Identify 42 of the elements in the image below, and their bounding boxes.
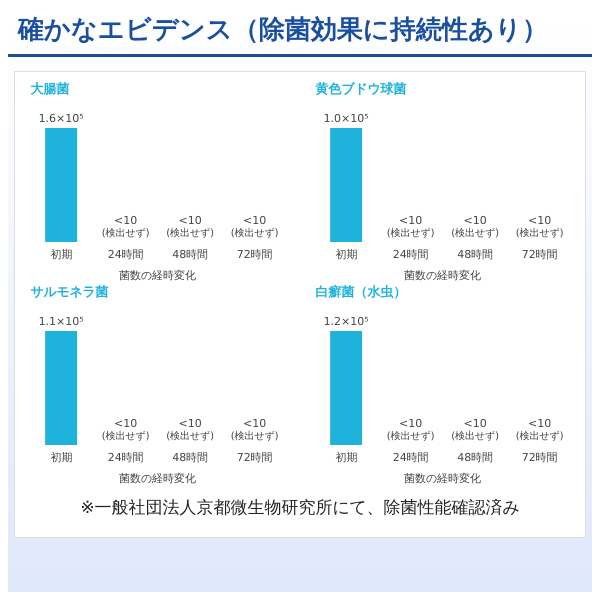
- chart-title: 黄色ブドウ球菌: [314, 80, 408, 98]
- x-tick-label: 48時間: [172, 450, 208, 464]
- x-axis-title: 菌数の経時変化: [403, 268, 482, 283]
- x-tick-label: 24時間: [107, 450, 144, 464]
- x-axis-title: 菌数の経時変化: [118, 470, 197, 486]
- x-tick-label: 48時間: [456, 450, 493, 464]
- data-label: <10 (検出せず): [386, 416, 434, 442]
- data-label: <10 (検出せず): [515, 214, 564, 239]
- x-tick-label: 48時間: [172, 248, 208, 261]
- text: ※一般社団法人京都微生物研究所にて、除菌性能確認済み: [79, 496, 521, 520]
- x-tick-label: 初期: [50, 248, 72, 261]
- x-tick-label: 48時間: [456, 248, 493, 261]
- data-label: <10 (検出せず): [450, 214, 499, 239]
- data-label: 1.0×10⁵: [323, 112, 368, 125]
- data-label: <10 (検出せず): [230, 214, 278, 239]
- x-axis-title: 菌数の経時変化: [118, 268, 197, 283]
- data-label: <10 (検出せず): [166, 416, 214, 442]
- chart-title: 大腸菌: [30, 80, 70, 98]
- data-label: 1.2×10⁵: [323, 314, 368, 328]
- data-label: <10 (検出せず): [515, 416, 564, 442]
- x-tick-label: 72時間: [521, 450, 558, 464]
- x-tick-label: 初期: [50, 450, 72, 464]
- x-tick-label: 72時間: [521, 248, 558, 261]
- x-axis-title: 菌数の経時変化: [403, 470, 482, 486]
- x-tick-label: 24時間: [107, 248, 144, 261]
- data-label: <10 (検出せず): [101, 214, 150, 239]
- x-tick-label: 72時間: [236, 450, 272, 464]
- data-label: 1.1×10⁵: [38, 314, 84, 328]
- x-tick-label: 初期: [334, 248, 357, 261]
- data-label: <10 (検出せず): [166, 214, 214, 239]
- data-label: <10 (検出せず): [450, 416, 499, 442]
- x-tick-label: 24時間: [392, 450, 428, 464]
- x-tick-label: 24時間: [392, 248, 428, 261]
- data-label: <10 (検出せず): [101, 416, 150, 442]
- chart-title: サルモネラ菌: [30, 284, 110, 301]
- text: 確かなエビデンス（除菌効果に持続性あり）: [8, 8, 592, 57]
- data-label: 1.6×10⁵: [38, 112, 84, 125]
- chart-title: 白癬菌（水虫）: [314, 284, 408, 301]
- x-tick-label: 72時間: [236, 248, 272, 261]
- x-tick-label: 初期: [334, 450, 357, 464]
- data-label: <10 (検出せず): [230, 416, 278, 442]
- data-label: <10 (検出せず): [386, 214, 434, 239]
